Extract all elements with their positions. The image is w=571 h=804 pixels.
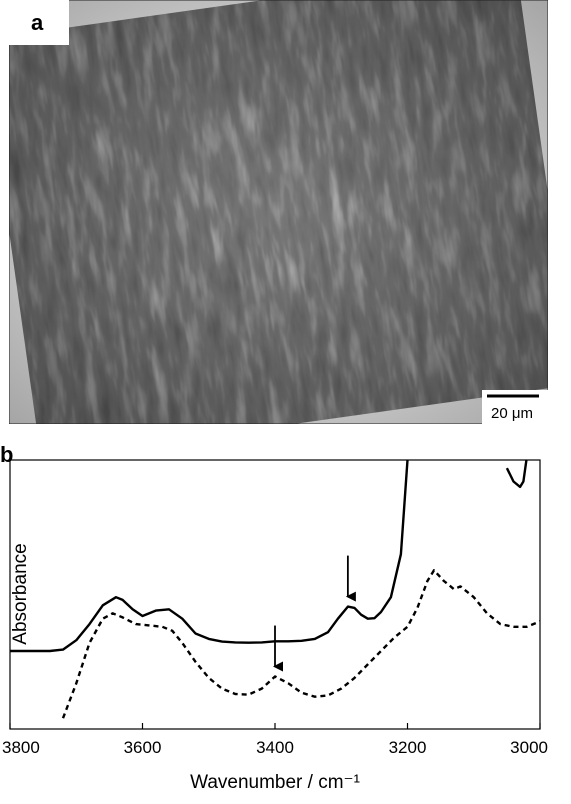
series-solid-1 xyxy=(505,460,528,489)
series-dashed-2 xyxy=(61,569,540,719)
series-solid-0 xyxy=(10,460,409,653)
x-tick-label: 3600 xyxy=(124,738,162,757)
micrograph-panel: a 20 μm xyxy=(0,0,571,460)
x-tick-label: 3000 xyxy=(510,738,548,757)
x-tick-label: 3800 xyxy=(2,738,40,757)
scale-bar-label: 20 μm xyxy=(491,405,533,422)
panel-b-label: b xyxy=(0,442,13,467)
plot-frame xyxy=(9,459,541,730)
ir-spectrum-panel: b 3800 3600 3400 3200 3000 Absorbance Wavenu… xyxy=(0,440,571,799)
ir-spectrum-chart: b 3800 3600 3400 3200 3000 Absorbance Wavenu… xyxy=(0,442,548,793)
panel-a-label: a xyxy=(31,10,44,35)
x-tick-label: 3200 xyxy=(389,738,427,757)
y-axis-label: Absorbance xyxy=(10,543,31,644)
x-axis-label: Wavenumber / cm⁻¹ xyxy=(190,772,360,793)
x-tick-label: 3400 xyxy=(256,738,294,757)
